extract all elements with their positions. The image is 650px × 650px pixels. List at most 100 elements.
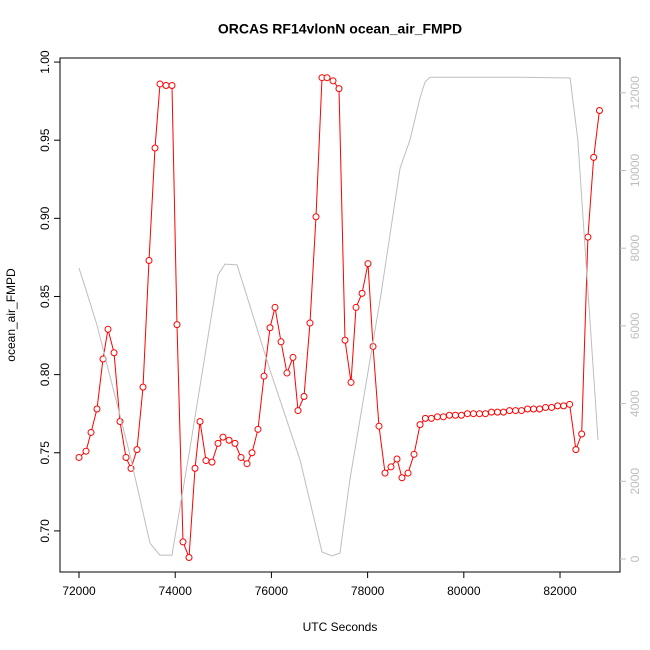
data-point bbox=[410, 450, 418, 458]
data-point bbox=[271, 303, 279, 311]
y-tick-label: 0.95 bbox=[38, 128, 52, 152]
data-point bbox=[512, 407, 520, 415]
data-point bbox=[139, 383, 147, 391]
data-point bbox=[518, 407, 526, 415]
y2-tick-label: 6000 bbox=[628, 312, 642, 339]
data-point bbox=[595, 107, 603, 115]
x-tick-label: 80000 bbox=[447, 584, 481, 598]
data-point bbox=[151, 144, 159, 152]
data-point bbox=[578, 430, 586, 438]
data-point bbox=[590, 153, 598, 161]
y-tick-label: 0.75 bbox=[38, 441, 52, 465]
data-point bbox=[202, 457, 210, 465]
data-point bbox=[243, 460, 251, 468]
series-line bbox=[78, 76, 599, 557]
data-point bbox=[457, 411, 465, 419]
data-point bbox=[572, 446, 580, 454]
data-point bbox=[381, 469, 389, 477]
data-point bbox=[214, 439, 222, 447]
data-point bbox=[260, 372, 268, 380]
y2-tick-label: 0 bbox=[628, 555, 642, 562]
data-point bbox=[75, 453, 83, 461]
data-point bbox=[248, 449, 256, 457]
data-point bbox=[104, 325, 112, 333]
x-tick-label: 74000 bbox=[159, 584, 193, 598]
data-point bbox=[469, 410, 477, 418]
data-point bbox=[421, 414, 429, 422]
data-point bbox=[393, 455, 401, 463]
data-point bbox=[162, 82, 170, 90]
data-point bbox=[427, 414, 435, 422]
data-point bbox=[358, 289, 366, 297]
data-point bbox=[463, 410, 471, 418]
data-point bbox=[185, 553, 193, 561]
x-axis-label: UTC Seconds bbox=[303, 620, 378, 634]
data-point bbox=[347, 378, 355, 386]
data-point bbox=[283, 369, 291, 377]
data-point bbox=[196, 418, 204, 426]
data-point bbox=[404, 469, 412, 477]
data-point bbox=[487, 408, 495, 416]
data-point bbox=[87, 428, 95, 436]
data-point bbox=[530, 405, 538, 413]
data-point bbox=[542, 403, 550, 411]
data-point bbox=[156, 80, 164, 88]
y2-tick-label: 4000 bbox=[628, 390, 642, 417]
data-point bbox=[398, 474, 406, 482]
data-point bbox=[191, 464, 199, 472]
data-point bbox=[536, 405, 544, 413]
data-point bbox=[225, 436, 233, 444]
x-tick-label: 82000 bbox=[543, 584, 577, 598]
data-point bbox=[433, 413, 441, 421]
data-point bbox=[439, 413, 447, 421]
data-point bbox=[133, 446, 141, 454]
y2-tick-label: 2000 bbox=[628, 468, 642, 495]
data-point bbox=[364, 260, 372, 268]
data-point bbox=[329, 77, 337, 85]
y2-tick-label: 12000 bbox=[628, 76, 642, 110]
y2-tick-label: 8000 bbox=[628, 235, 642, 262]
data-point bbox=[231, 439, 239, 447]
data-point bbox=[306, 319, 314, 327]
y2-tick-label: 10000 bbox=[628, 153, 642, 187]
data-point bbox=[122, 453, 130, 461]
data-point bbox=[560, 402, 568, 410]
data-point bbox=[219, 433, 227, 441]
data-point bbox=[323, 74, 331, 82]
data-point bbox=[208, 458, 216, 466]
data-point bbox=[266, 324, 274, 332]
x-tick-label: 76000 bbox=[255, 584, 289, 598]
y-tick-label: 1.00 bbox=[38, 50, 52, 74]
data-point bbox=[341, 336, 349, 344]
data-point bbox=[254, 425, 262, 433]
x-tick-label: 78000 bbox=[351, 584, 385, 598]
data-point bbox=[548, 403, 556, 411]
data-point bbox=[524, 405, 532, 413]
data-point bbox=[82, 447, 90, 455]
data-point bbox=[312, 213, 320, 221]
data-point bbox=[300, 392, 308, 400]
data-point bbox=[475, 410, 483, 418]
data-point bbox=[566, 400, 574, 408]
data-point bbox=[335, 85, 343, 93]
data-point bbox=[145, 257, 153, 265]
data-point bbox=[294, 407, 302, 415]
data-point bbox=[506, 407, 514, 415]
data-point bbox=[168, 82, 176, 90]
y-tick-label: 0.90 bbox=[38, 206, 52, 230]
data-point bbox=[481, 410, 489, 418]
data-point bbox=[93, 405, 101, 413]
x-tick-label: 72000 bbox=[62, 584, 96, 598]
data-point bbox=[375, 422, 383, 430]
data-point bbox=[110, 349, 118, 357]
data-point bbox=[416, 421, 424, 429]
data-point bbox=[352, 303, 360, 311]
data-point bbox=[451, 411, 459, 419]
data-point bbox=[179, 538, 187, 546]
data-point bbox=[277, 338, 285, 346]
data-point bbox=[387, 463, 395, 471]
data-point bbox=[499, 408, 507, 416]
plot-frame bbox=[59, 57, 621, 573]
y-tick-label: 0.80 bbox=[38, 363, 52, 387]
